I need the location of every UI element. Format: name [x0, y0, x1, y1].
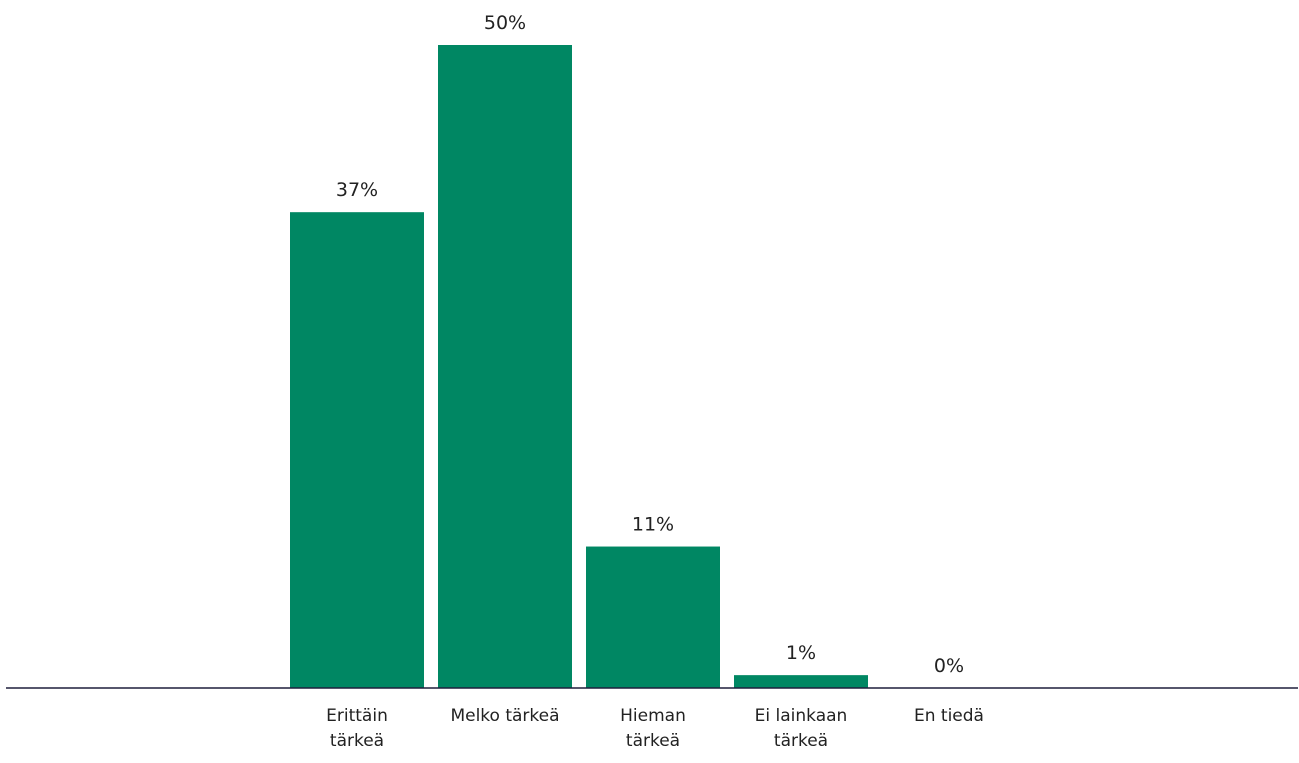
x-tick-label: Hieman tärkeä	[620, 706, 686, 751]
bar	[438, 45, 572, 688]
x-tick-label: En tiedä	[914, 706, 984, 726]
value-label: 37%	[336, 179, 378, 201]
x-tick-label: Ei lainkaan tärkeä	[754, 706, 848, 751]
value-label: 11%	[632, 514, 674, 536]
x-tick-label: Erittäin tärkeä	[326, 706, 388, 751]
bar	[734, 675, 868, 688]
value-label: 0%	[934, 655, 964, 677]
value-label: 1%	[786, 642, 816, 664]
value-label: 50%	[484, 12, 526, 34]
x-tick-label: Melko tärkeä	[450, 706, 560, 726]
bar	[290, 212, 424, 688]
bar	[586, 546, 720, 688]
